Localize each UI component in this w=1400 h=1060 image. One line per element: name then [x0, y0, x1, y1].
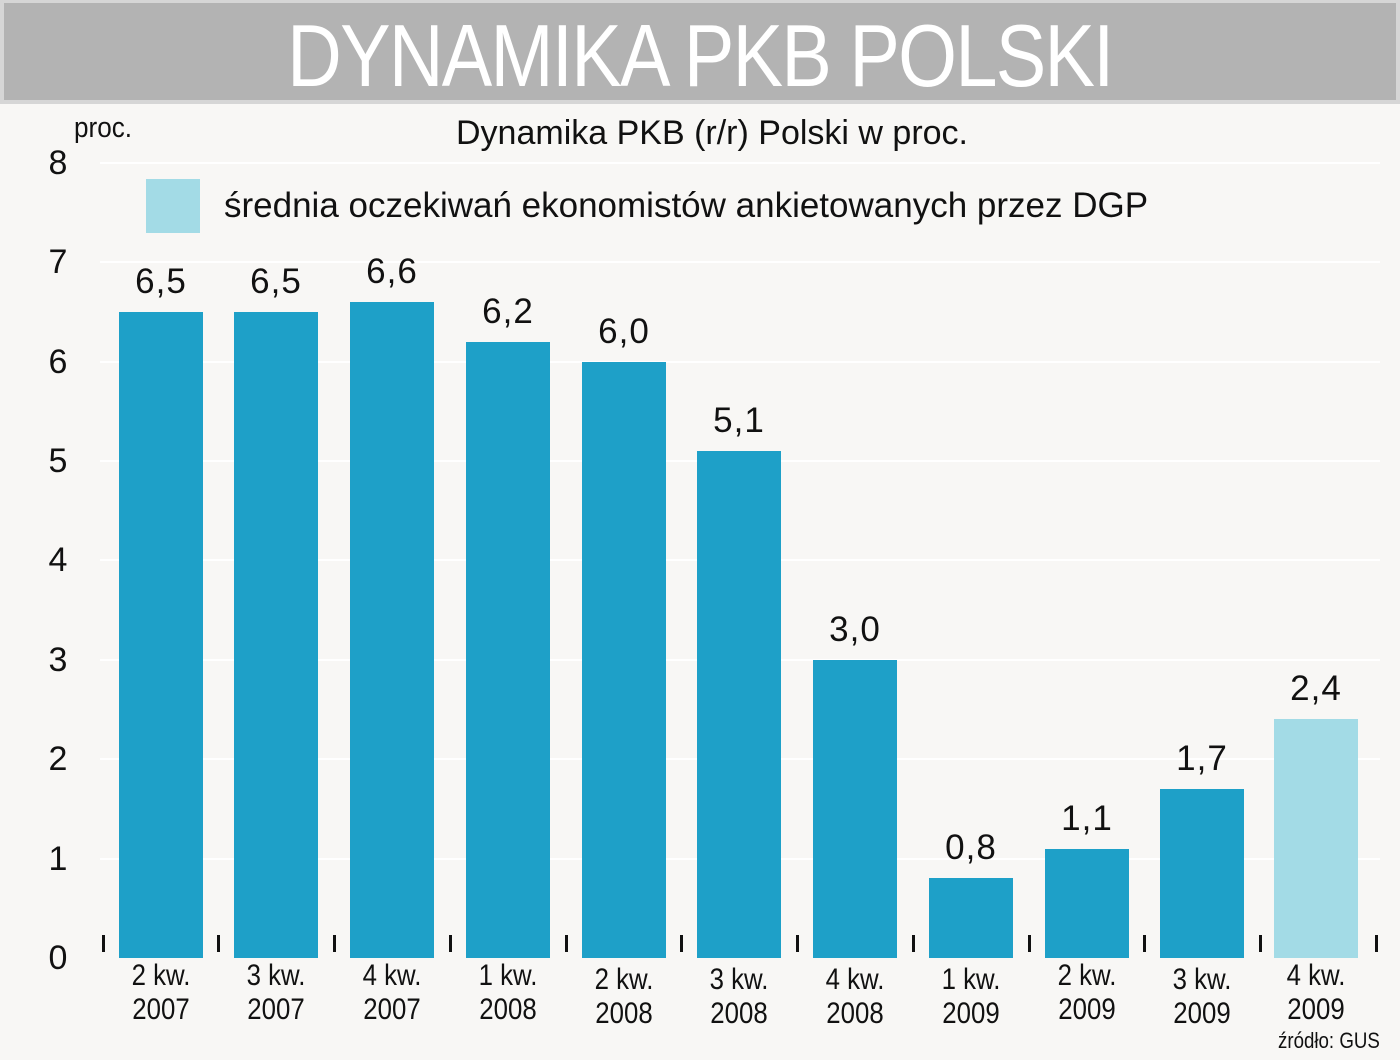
x-label-year: 2008: [826, 997, 884, 1030]
y-tick-label: 2: [48, 740, 68, 779]
x-label-year: 2009: [1287, 993, 1345, 1026]
x-axis-tick: [565, 935, 568, 952]
x-label-quarter: 1 kw.: [478, 959, 538, 992]
title-banner-inner: DYNAMIKA PKB POLSKI: [4, 3, 1396, 100]
bar-value-label: 6,2: [482, 291, 534, 331]
bar-actual: [350, 301, 434, 958]
bar-actual: [466, 341, 550, 958]
title-banner: DYNAMIKA PKB POLSKI: [0, 0, 1400, 104]
x-label-quarter: 3 kw.: [709, 963, 769, 996]
bar-value-label: 6,6: [366, 251, 418, 291]
x-label-year: 2009: [1058, 993, 1116, 1026]
x-axis-tick: [912, 935, 915, 952]
x-axis-tick: [680, 935, 683, 952]
y-tick-label: 4: [48, 541, 68, 580]
bar-actual: [119, 311, 203, 958]
x-label-year: 2007: [247, 993, 305, 1026]
x-label-year: 2007: [363, 993, 421, 1026]
bar-forecast: [1274, 719, 1358, 958]
bar-value-label: 2,4: [1290, 669, 1342, 709]
bar-actual: [582, 361, 666, 958]
x-axis-tick: [796, 935, 799, 952]
legend: średnia oczekiwań ekonomistów ankietowan…: [146, 179, 1148, 233]
y-tick-label: 8: [48, 143, 68, 182]
x-axis-label: 2 kw. 2007: [109, 959, 212, 1027]
x-axis-label: 2 kw. 2008: [572, 963, 675, 1031]
bar-actual: [813, 659, 897, 958]
y-tick-label: 3: [48, 640, 68, 679]
bar-value-label: 6,5: [135, 261, 187, 301]
x-label-quarter: 3 kw.: [1172, 963, 1232, 996]
y-axis-unit-label: proc.: [74, 112, 133, 144]
x-axis-tick: [449, 935, 452, 952]
x-axis-label: 4 kw. 2007: [340, 959, 443, 1027]
y-tick-label: 6: [48, 342, 68, 381]
legend-swatch-forecast: [146, 179, 200, 233]
x-label-year: 2008: [595, 997, 653, 1030]
gridline: [100, 161, 1380, 164]
x-label-quarter: 2 kw.: [594, 963, 654, 996]
bar-actual: [697, 451, 781, 958]
x-axis-label: 3 kw. 2009: [1150, 963, 1253, 1031]
legend-label-forecast: średnia oczekiwań ekonomistów ankietowan…: [224, 186, 1149, 225]
bar-actual: [929, 878, 1013, 958]
x-axis-tick: [1143, 935, 1146, 952]
bar-value-label: 3,0: [829, 609, 881, 649]
bar-value-label: 6,5: [250, 261, 302, 301]
x-axis-tick: [102, 935, 105, 952]
bar-value-label: 6,0: [598, 311, 650, 351]
x-axis-label: 3 kw. 2008: [687, 963, 790, 1031]
x-axis-label: 1 kw. 2008: [456, 959, 559, 1027]
x-axis-label: 3 kw. 2007: [224, 959, 327, 1027]
bar-value-label: 5,1: [713, 401, 765, 441]
x-label-quarter: 3 kw.: [246, 959, 306, 992]
y-tick-label: 5: [48, 442, 68, 480]
x-axis-tick: [1028, 935, 1031, 952]
x-axis-tick: [217, 935, 220, 952]
bar-value-label: 1,7: [1176, 739, 1228, 779]
x-axis-label: 4 kw. 2009: [1264, 959, 1367, 1027]
chart-subtitle: Dynamika PKB (r/r) Polski w proc.: [456, 114, 968, 152]
bar-value-label: 1,1: [1061, 798, 1113, 838]
x-label-year: 2007: [132, 993, 190, 1026]
bar-actual: [1160, 789, 1244, 958]
bar-actual: [234, 311, 318, 958]
x-axis-tick: [333, 935, 336, 952]
x-axis-tick: [1375, 935, 1378, 952]
y-tick-label: 1: [48, 839, 68, 878]
x-label-quarter: 4 kw.: [362, 959, 422, 992]
gridline: [100, 261, 1380, 264]
x-label-quarter: 2 kw.: [1057, 959, 1117, 992]
x-axis-label: 1 kw. 2009: [919, 963, 1022, 1031]
x-label-year: 2008: [710, 997, 768, 1030]
x-axis-label: 2 kw. 2009: [1035, 959, 1138, 1027]
x-label-year: 2008: [479, 993, 537, 1026]
source-note: źródło: GUS: [1278, 1028, 1380, 1053]
y-tick-label: 0: [48, 939, 68, 977]
x-label-year: 2009: [1173, 997, 1231, 1030]
x-label-quarter: 4 kw.: [1286, 959, 1346, 992]
bar-value-label: 0,8: [945, 828, 997, 868]
x-axis-tick: [1259, 935, 1262, 952]
x-axis-label: 4 kw. 2008: [803, 963, 906, 1031]
x-label-quarter: 2 kw.: [131, 959, 191, 992]
x-label-quarter: 1 kw.: [941, 963, 1001, 996]
y-tick-label: 7: [48, 243, 68, 282]
x-label-year: 2009: [942, 997, 1000, 1030]
gridline: [100, 360, 1380, 363]
page-title: DYNAMIKA PKB POLSKI: [287, 5, 1114, 105]
x-label-quarter: 4 kw.: [825, 963, 885, 996]
bar-actual: [1045, 848, 1129, 958]
